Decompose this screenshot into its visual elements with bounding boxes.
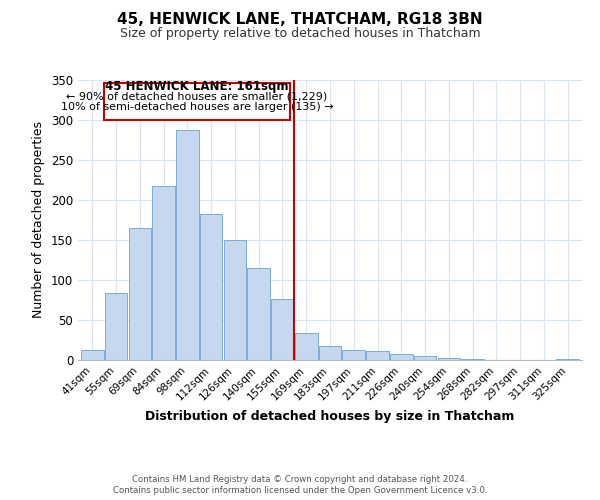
- Bar: [105, 293, 127, 360]
- Text: Size of property relative to detached houses in Thatcham: Size of property relative to detached ho…: [119, 28, 481, 40]
- Bar: [461, 359, 484, 360]
- Y-axis label: Number of detached properties: Number of detached properties: [32, 122, 46, 318]
- FancyBboxPatch shape: [104, 83, 290, 120]
- Bar: [247, 268, 270, 360]
- Bar: [414, 356, 436, 360]
- Bar: [390, 354, 413, 360]
- Bar: [366, 351, 389, 360]
- Text: 45, HENWICK LANE, THATCHAM, RG18 3BN: 45, HENWICK LANE, THATCHAM, RG18 3BN: [117, 12, 483, 28]
- Bar: [319, 346, 341, 360]
- Bar: [200, 214, 223, 360]
- Text: 10% of semi-detached houses are larger (135) →: 10% of semi-detached houses are larger (…: [61, 102, 333, 112]
- Bar: [81, 350, 104, 360]
- X-axis label: Distribution of detached houses by size in Thatcham: Distribution of detached houses by size …: [145, 410, 515, 423]
- Bar: [128, 228, 151, 360]
- Text: Contains public sector information licensed under the Open Government Licence v3: Contains public sector information licen…: [113, 486, 487, 495]
- Bar: [176, 130, 199, 360]
- Bar: [271, 299, 294, 360]
- Bar: [224, 240, 246, 360]
- Bar: [437, 358, 460, 360]
- Bar: [295, 333, 317, 360]
- Text: 45 HENWICK LANE: 161sqm: 45 HENWICK LANE: 161sqm: [105, 80, 289, 93]
- Bar: [556, 359, 579, 360]
- Text: ← 90% of detached houses are smaller (1,229): ← 90% of detached houses are smaller (1,…: [66, 92, 328, 102]
- Text: Contains HM Land Registry data © Crown copyright and database right 2024.: Contains HM Land Registry data © Crown c…: [132, 475, 468, 484]
- Bar: [152, 186, 175, 360]
- Bar: [343, 350, 365, 360]
